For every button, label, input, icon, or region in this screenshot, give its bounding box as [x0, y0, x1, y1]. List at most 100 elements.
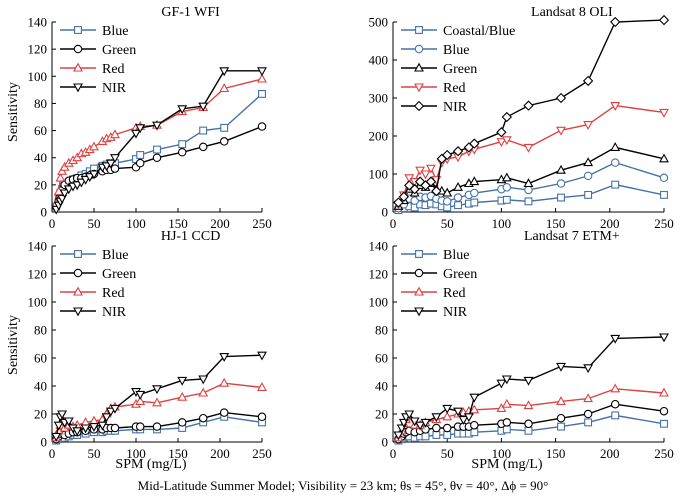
- legend-marker: [414, 83, 424, 93]
- legend-label: NIR: [443, 305, 468, 320]
- data-point: [611, 180, 620, 189]
- data-point: [153, 145, 161, 154]
- data-point: [453, 407, 463, 417]
- series-nir: [393, 333, 669, 441]
- data-point: [501, 111, 512, 123]
- legend-label: Red: [443, 81, 466, 96]
- legend: Blue Green Red NIR: [401, 248, 477, 320]
- data-point: [105, 407, 116, 417]
- chart-panel-2: 0 100 200 300 400 500 0 50 100 150 200 250 Landsat 8…: [369, 5, 674, 231]
- data-point: [501, 172, 512, 182]
- legend-label: Red: [443, 286, 466, 301]
- data-point: [101, 413, 112, 423]
- y-tick-label: 80: [375, 323, 388, 338]
- data-point: [135, 422, 145, 431]
- data-point: [398, 191, 410, 202]
- y-tick-label: 140: [28, 15, 48, 30]
- data-point: [610, 142, 621, 151]
- data-point: [393, 431, 404, 441]
- data-point: [584, 418, 593, 427]
- data-point: [496, 379, 507, 389]
- legend-marker: [73, 62, 83, 72]
- y-tick-label: 20: [375, 407, 388, 422]
- data-point: [502, 195, 511, 204]
- chart-title: Landsat 7 ETM+: [524, 229, 620, 244]
- data-point: [110, 129, 120, 139]
- data-point: [199, 126, 208, 135]
- data-point: [80, 424, 91, 434]
- legend-label: NIR: [443, 100, 468, 115]
- legend-marker: [414, 44, 424, 54]
- data-point: [80, 175, 91, 185]
- data-point: [458, 416, 469, 425]
- x-axis-label-left: SPM (mg/L): [115, 457, 187, 472]
- data-point: [524, 419, 533, 429]
- legend-label: Green: [443, 62, 477, 77]
- data-point: [556, 396, 566, 405]
- series-nir: [51, 67, 267, 215]
- data-point: [610, 102, 621, 111]
- data-point: [135, 396, 146, 405]
- data-point: [470, 428, 479, 437]
- data-point: [469, 393, 480, 403]
- data-point: [63, 417, 74, 427]
- y-tick-label: 20: [34, 177, 47, 192]
- x-tick-label: 150: [546, 216, 566, 231]
- data-point: [501, 375, 512, 385]
- y-tick-label: 200: [369, 129, 389, 144]
- data-point: [523, 178, 534, 188]
- data-point: [583, 157, 594, 167]
- legend-marker: [73, 44, 83, 54]
- data-point: [198, 413, 208, 423]
- y-tick-label: 0: [382, 205, 389, 220]
- legend-label: Green: [102, 267, 136, 282]
- legend-label: NIR: [102, 305, 127, 320]
- data-point: [432, 431, 441, 439]
- x-tick-label: 200: [210, 446, 230, 461]
- data-point: [89, 141, 99, 151]
- data-point: [556, 179, 566, 188]
- data-point: [583, 364, 594, 374]
- data-point: [59, 189, 70, 199]
- x-tick-label: 150: [168, 446, 188, 461]
- x-tick-label: 100: [126, 216, 146, 231]
- series-nir: [393, 14, 670, 208]
- y-axis-label-bottom: Sensitivity: [6, 315, 21, 375]
- y-tick-label: 60: [34, 351, 47, 366]
- data-point: [610, 158, 620, 167]
- legend-label: Blue: [443, 248, 469, 263]
- data-point: [442, 411, 453, 421]
- data-point: [556, 126, 566, 136]
- data-point: [496, 138, 507, 148]
- y-tick-label: 140: [369, 239, 389, 254]
- chart-panel-1: 0 20 40 60 80 100 120 140 0 50 100 150 200 250 GF-1 WF…: [28, 5, 272, 231]
- legend-marker: [73, 83, 83, 93]
- data-point: [105, 159, 116, 169]
- data-point: [496, 127, 507, 138]
- data-point: [557, 422, 565, 431]
- data-point: [420, 170, 431, 180]
- data-point: [135, 158, 145, 168]
- data-point: [89, 170, 99, 180]
- data-point: [454, 201, 462, 210]
- data-point: [101, 162, 112, 172]
- data-point: [556, 413, 566, 423]
- data-point: [177, 105, 188, 115]
- data-point: [453, 181, 463, 191]
- data-point: [257, 73, 267, 83]
- data-point: [110, 423, 120, 433]
- data-point: [582, 75, 594, 87]
- legend-marker: [414, 62, 424, 72]
- legend-marker: [73, 268, 83, 278]
- data-point: [63, 185, 74, 195]
- data-point: [610, 399, 620, 409]
- data-point: [610, 334, 621, 344]
- data-point: [135, 124, 146, 134]
- legend-label: Blue: [102, 24, 128, 39]
- data-point: [425, 176, 437, 187]
- data-point: [152, 385, 162, 395]
- data-point: [659, 153, 669, 163]
- y-tick-label: 120: [28, 267, 48, 282]
- data-point: [219, 83, 230, 93]
